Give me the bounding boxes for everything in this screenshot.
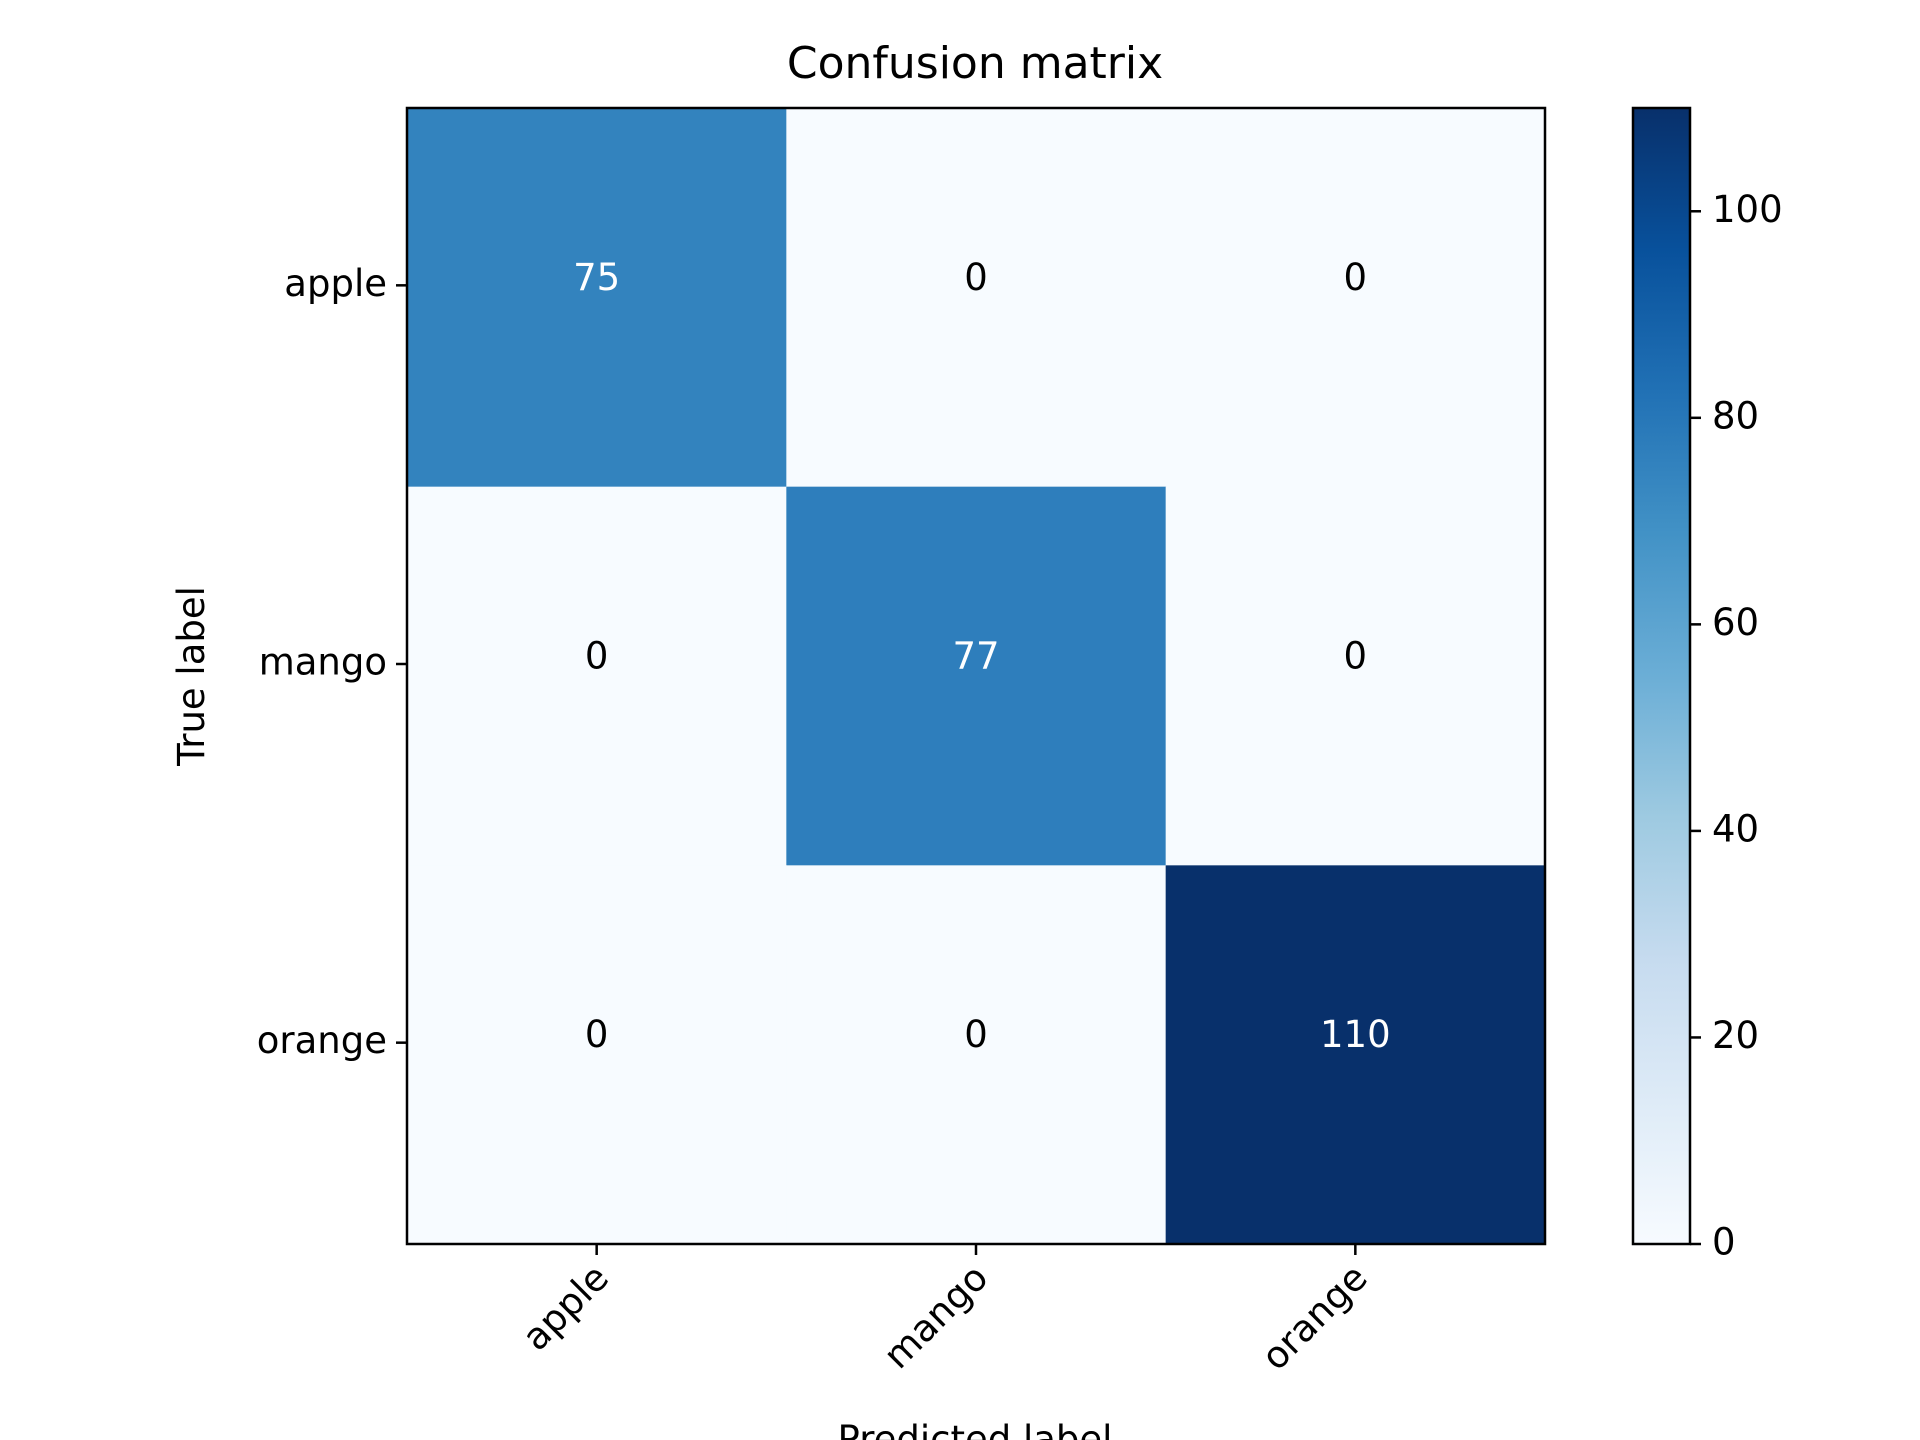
colorbar-tick-label: 60 xyxy=(1712,601,1759,644)
heatmap-cell xyxy=(1165,108,1546,488)
heatmap-cell xyxy=(1165,865,1546,1245)
cell-value-label: 0 xyxy=(1344,256,1368,299)
x-axis-ticks: apple mango orange xyxy=(514,1244,1376,1378)
heatmap-cell xyxy=(1165,486,1546,866)
y-tick-label: mango xyxy=(259,641,387,684)
heatmap-cell xyxy=(407,108,787,488)
colorbar-tick-label: 0 xyxy=(1712,1221,1736,1264)
heatmap-cell xyxy=(786,486,1167,866)
cell-value-label: 0 xyxy=(964,1013,988,1056)
chart-title: Confusion matrix xyxy=(787,38,1163,89)
y-axis-label: True label xyxy=(170,586,213,767)
cell-value-label: 110 xyxy=(1320,1013,1391,1056)
x-tick-label: apple xyxy=(514,1256,617,1359)
cell-value-label: 77 xyxy=(952,635,999,678)
cell-value-label: 0 xyxy=(585,635,609,678)
x-tick-label: mango xyxy=(875,1256,996,1377)
colorbar-tick-label: 100 xyxy=(1712,188,1783,231)
heatmap-cell xyxy=(407,865,787,1245)
colorbar-tick-label: 40 xyxy=(1712,807,1759,850)
x-tick-label: orange xyxy=(1253,1256,1375,1378)
colorbar-tick-label: 80 xyxy=(1712,394,1759,437)
y-tick-label: apple xyxy=(284,262,387,305)
cell-value-label: 0 xyxy=(585,1013,609,1056)
cell-value-label: 0 xyxy=(1344,635,1368,678)
heatmap-cell xyxy=(786,108,1167,488)
heatmap-cell xyxy=(786,865,1167,1245)
x-axis-label: Predicted label xyxy=(838,1418,1113,1440)
colorbar-ticks: 0 20 40 60 80 100 xyxy=(1690,188,1783,1264)
heatmap-cell xyxy=(407,486,787,866)
heatmap-cell-labels: 75 0 0 0 77 0 0 0 110 xyxy=(573,256,1391,1056)
cell-value-label: 75 xyxy=(573,256,620,299)
y-axis-ticks: apple mango orange xyxy=(257,262,407,1062)
cell-value-label: 0 xyxy=(964,256,988,299)
heatmap-cells xyxy=(407,108,1546,1245)
colorbar xyxy=(1631,106,1692,1246)
y-tick-label: orange xyxy=(257,1019,387,1062)
colorbar-tick-label: 20 xyxy=(1712,1014,1759,1057)
